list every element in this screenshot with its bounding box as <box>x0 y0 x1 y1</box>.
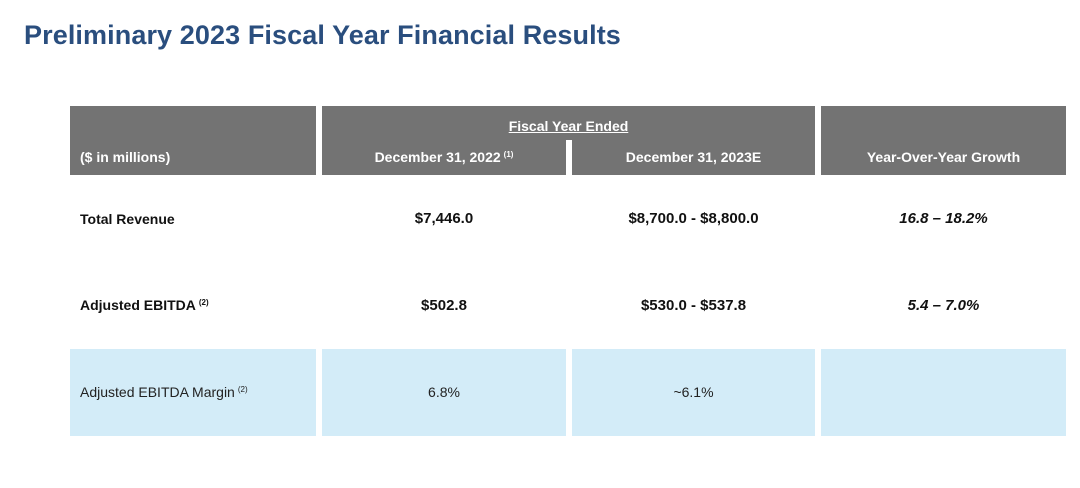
row-footnote: (2) <box>198 298 209 307</box>
column-header-growth: Year-Over-Year Growth <box>866 149 1021 165</box>
cell-ebitda-2022: $502.8 <box>421 297 467 314</box>
page-title: Preliminary 2023 Fiscal Year Financial R… <box>24 20 621 50</box>
fiscal-year-caption: Fiscal Year Ended <box>508 118 629 134</box>
column-header-2023e-label: December 31, 2023E <box>625 149 762 165</box>
column-divider <box>566 140 572 175</box>
row-label-text: Adjusted EBITDA Margin <box>80 384 235 400</box>
cell-margin-2022: 6.8% <box>428 384 460 400</box>
row-footnote: (2) <box>237 385 248 394</box>
header-label-cell: ($ in millions) <box>70 106 316 175</box>
column-header-2022-label: December 31, 2022 <box>374 149 501 165</box>
row-label-text: Total Revenue <box>80 211 175 227</box>
cell-ebitda-2023e: $530.0 - $537.8 <box>640 297 747 314</box>
units-label: ($ in millions) <box>80 149 171 165</box>
cell-margin-2023e: ~6.1% <box>673 384 714 400</box>
cell-revenue-2023e: $8,700.0 - $8,800.0 <box>628 210 759 227</box>
header-growth-cell: Year-Over-Year Growth <box>821 106 1066 175</box>
row-label-adjusted-ebitda: Adjusted EBITDA (2) <box>80 297 209 313</box>
highlight-cell-label <box>70 349 316 436</box>
column-header-2023e: December 31, 2023E <box>572 149 815 165</box>
highlight-cell-2022 <box>322 349 566 436</box>
cell-revenue-2022: $7,446.0 <box>414 210 474 227</box>
cell-revenue-growth: 16.8 – 18.2% <box>899 210 988 227</box>
column-header-2022: December 31, 2022 (1) <box>322 149 566 165</box>
row-label-text: Adjusted EBITDA <box>80 297 196 313</box>
row-label-total-revenue: Total Revenue <box>80 211 175 227</box>
highlight-cell-growth <box>821 349 1066 436</box>
column-header-2022-footnote: (1) <box>503 150 514 159</box>
row-label-adjusted-ebitda-margin: Adjusted EBITDA Margin (2) <box>80 384 248 400</box>
header-fiscal-year-group: Fiscal Year Ended December 31, 2022 (1) D… <box>322 106 815 175</box>
highlight-cell-2023e <box>572 349 815 436</box>
cell-ebitda-growth: 5.4 – 7.0% <box>907 297 980 314</box>
